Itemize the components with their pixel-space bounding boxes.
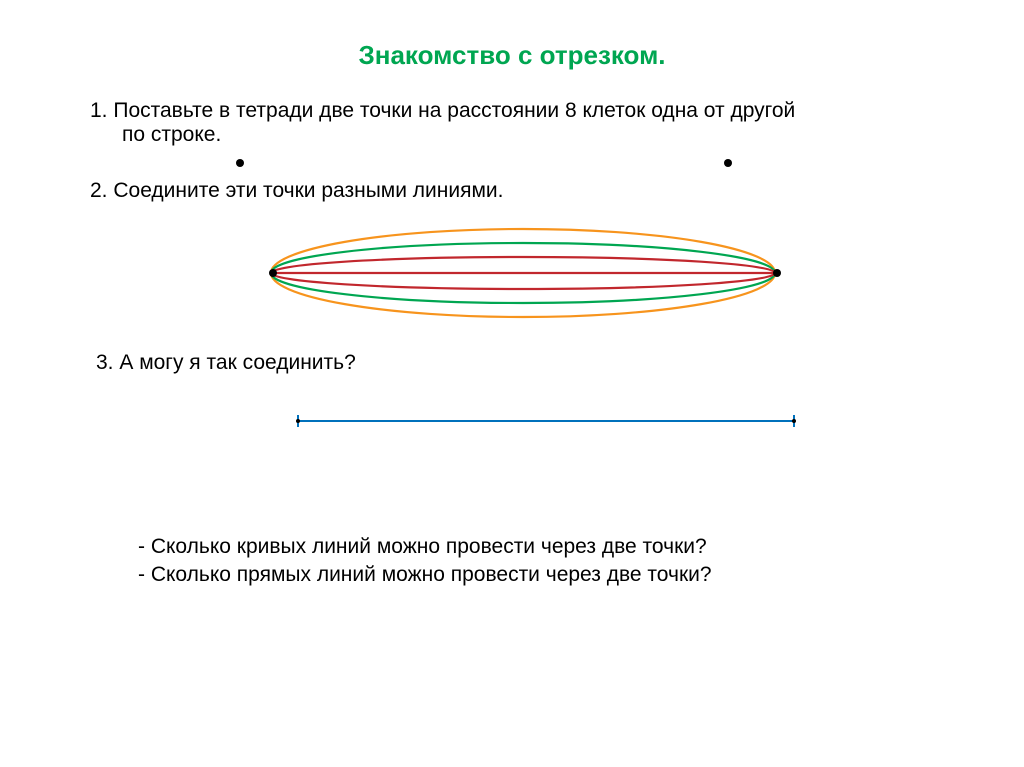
point-dot-right xyxy=(724,159,732,167)
two-dots-row xyxy=(60,153,964,177)
step2-text: 2. Соедините эти точки разными линиями. xyxy=(90,179,964,203)
point-dot-left xyxy=(236,159,244,167)
page-title: Знакомство с отрезком. xyxy=(60,40,964,71)
slide: Знакомство с отрезком. 1. Поставьте в те… xyxy=(0,0,1024,767)
question-2: - Сколько прямых линий можно провести че… xyxy=(138,561,964,589)
step3-text: 3. А могу я так соединить? xyxy=(96,351,964,375)
step1-line2: по строке. xyxy=(122,123,964,147)
ellipse-svg xyxy=(60,211,960,341)
step1-line1: 1. Поставьте в тетради две точки на расс… xyxy=(90,99,964,123)
ellipse-diagram xyxy=(60,211,964,341)
questions-block: - Сколько кривых линий можно провести че… xyxy=(138,533,964,590)
line-svg xyxy=(60,403,960,443)
line-diagram xyxy=(60,403,964,453)
question-1: - Сколько кривых линий можно провести че… xyxy=(138,533,964,561)
